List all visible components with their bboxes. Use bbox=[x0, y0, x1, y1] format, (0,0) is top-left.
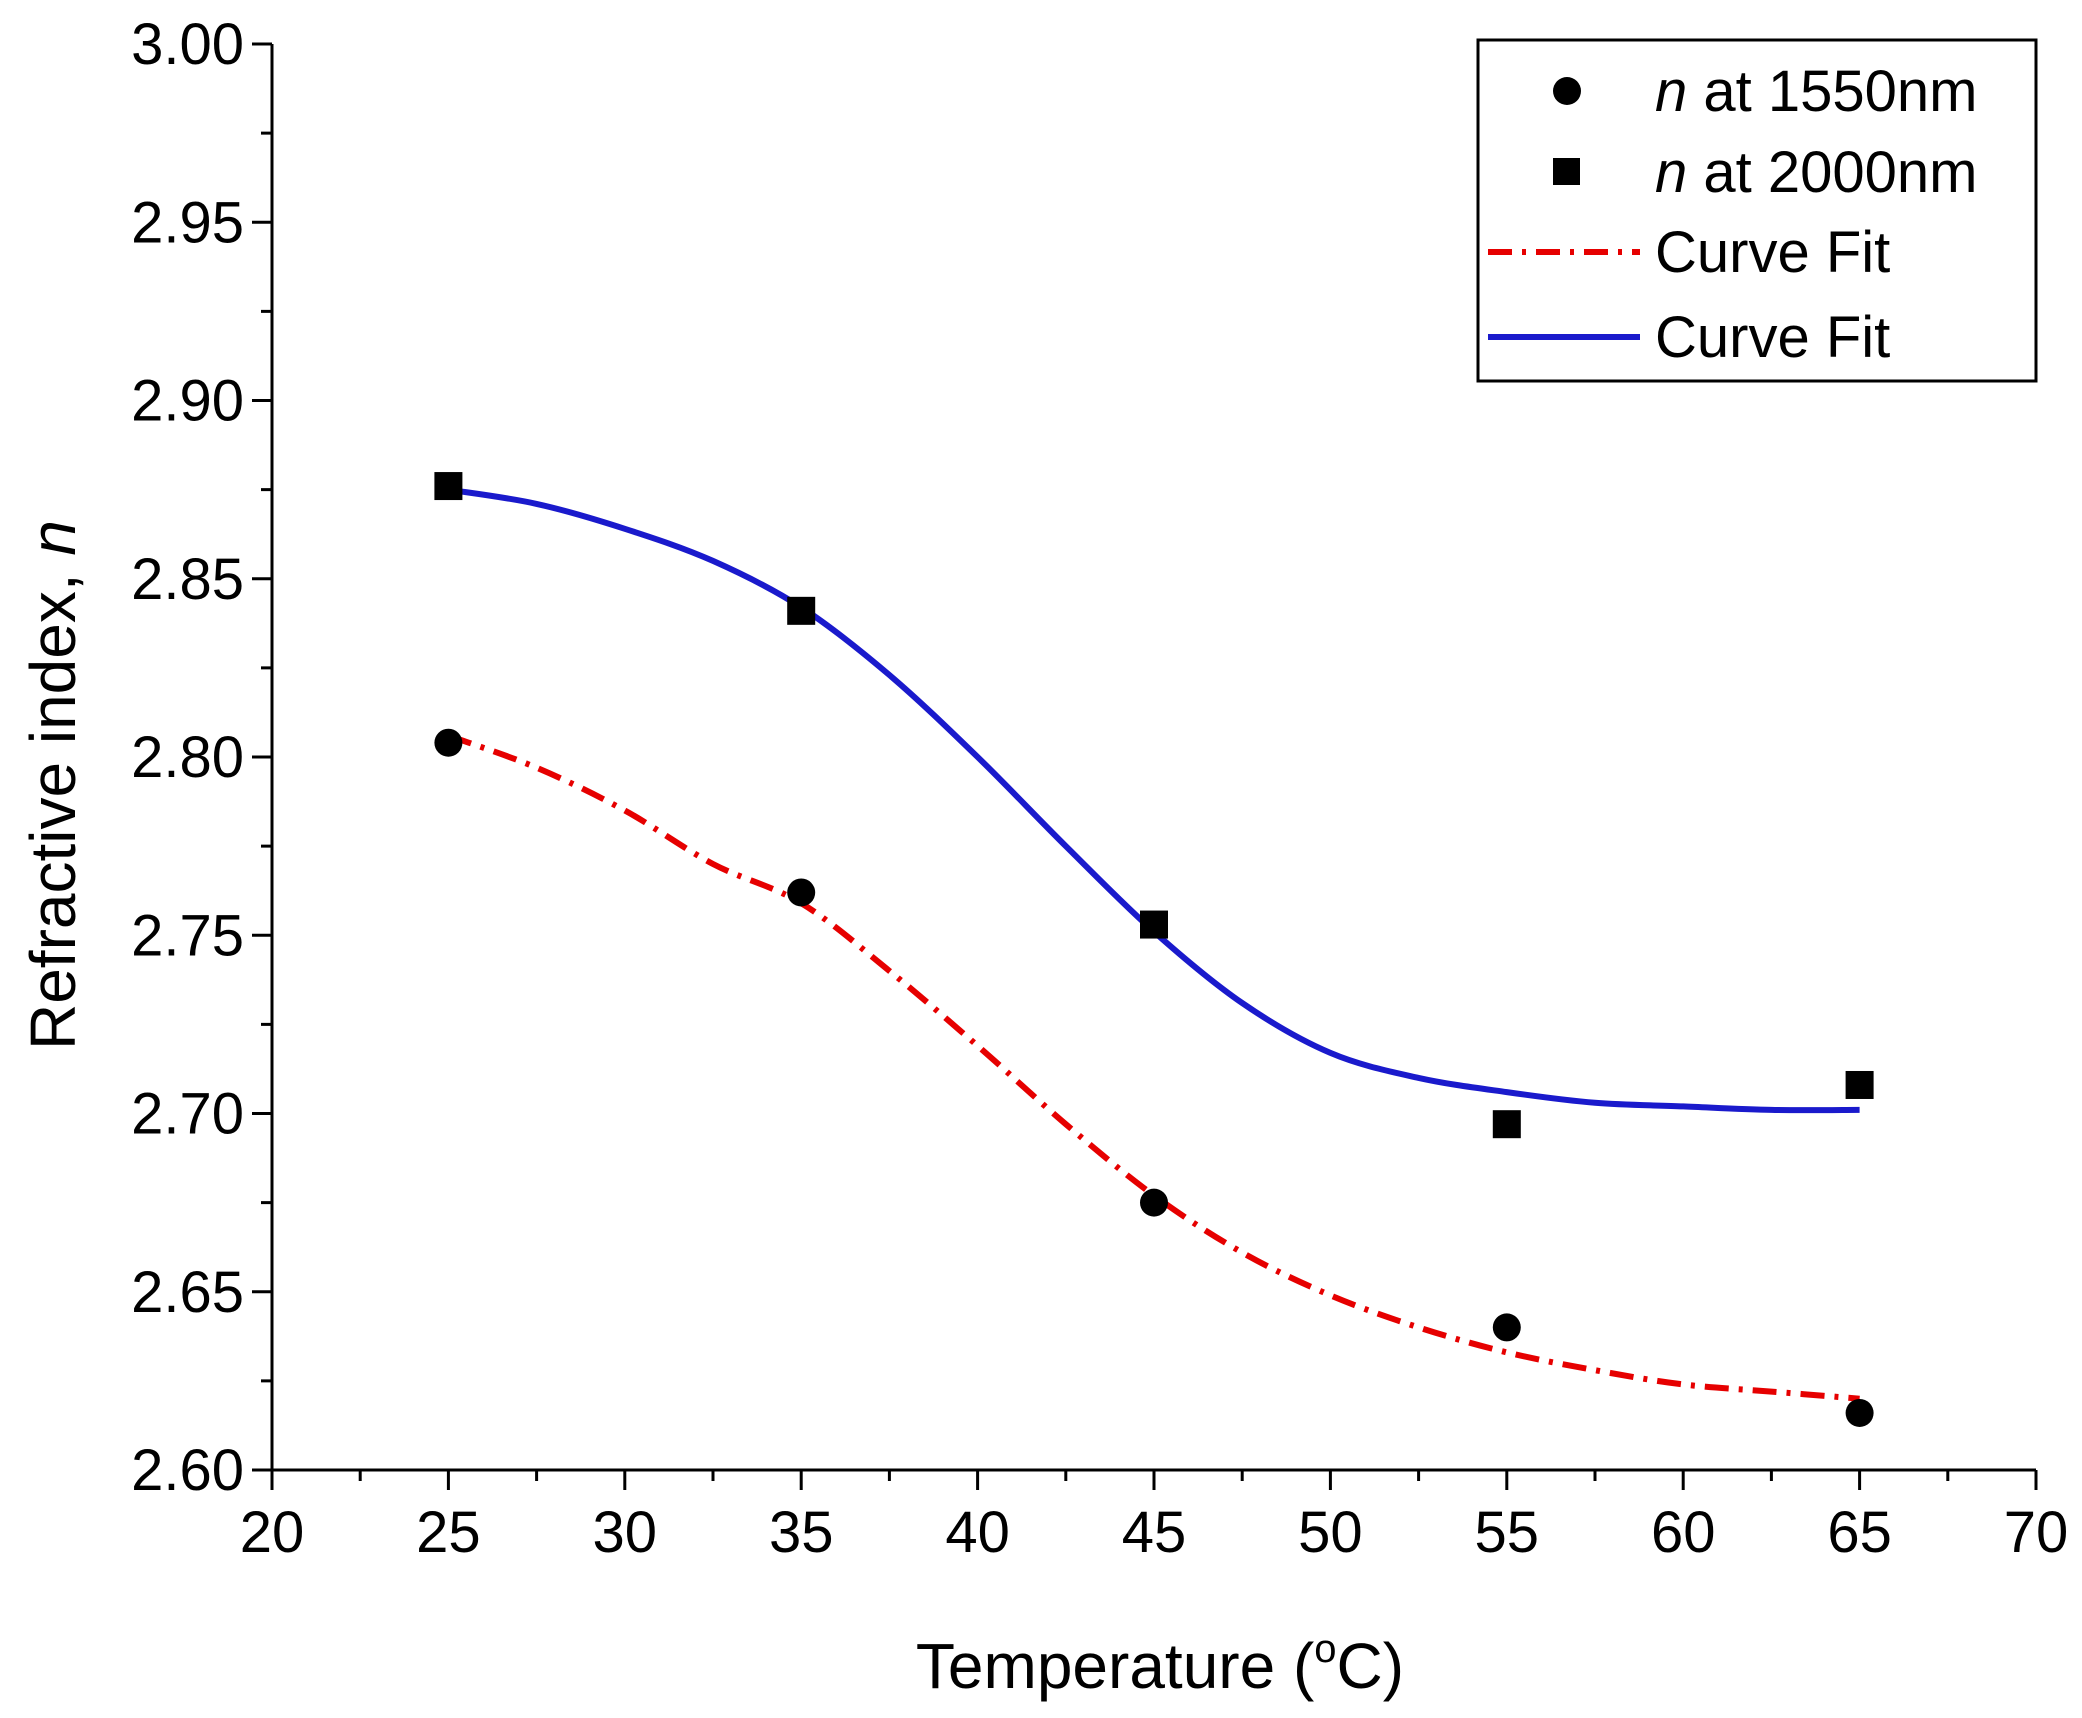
y-tick-label: 2.65 bbox=[131, 1260, 244, 1325]
point-2000nm bbox=[787, 596, 816, 625]
legend-label-1550nm: n at 1550nm bbox=[1655, 59, 1977, 124]
point-1550nm bbox=[787, 878, 816, 907]
x-tick-label: 35 bbox=[769, 1500, 834, 1565]
legend-square-marker bbox=[1553, 158, 1580, 185]
legend: n at 1550nm n at 2000nm Curve Fit Curve … bbox=[1476, 38, 2038, 383]
x-tick-label: 40 bbox=[945, 1500, 1010, 1565]
legend-label-2000nm: n at 2000nm bbox=[1655, 140, 1977, 205]
y-tick-label: 2.70 bbox=[131, 1082, 244, 1147]
point-1550nm bbox=[1140, 1188, 1168, 1217]
x-tick-label: 55 bbox=[1475, 1500, 1540, 1565]
fit-curve-1550nm bbox=[447, 732, 1860, 1402]
y-tick-label: 2.60 bbox=[131, 1438, 244, 1503]
y-tick-label: 2.80 bbox=[131, 725, 244, 790]
axes: 20 25 30 35 40 45 50 55 60 65 70 2.60 2.65 2.70 2.75 2.… bbox=[131, 12, 2068, 1565]
x-axis-title: Temperature (oC) bbox=[916, 1627, 1404, 1702]
x-tick-label: 20 bbox=[240, 1500, 305, 1565]
y-axis-title: Refractive index, n bbox=[17, 520, 89, 1050]
legend-item-fit-blue: Curve Fit bbox=[1488, 305, 1890, 370]
legend-item-1550nm: n at 1550nm bbox=[1553, 59, 1977, 124]
x-tick-label: 60 bbox=[1651, 1500, 1716, 1565]
legend-item-fit-red: Curve Fit bbox=[1488, 220, 1890, 285]
y-tick-label: 2.90 bbox=[131, 369, 244, 434]
x-tick-label: 45 bbox=[1122, 1500, 1187, 1565]
point-1550nm bbox=[1845, 1398, 1874, 1427]
x-tick-label: 65 bbox=[1827, 1500, 1892, 1565]
x-tick-label: 30 bbox=[593, 1500, 658, 1565]
data-points bbox=[434, 472, 1874, 1427]
y-tick-label: 2.75 bbox=[131, 903, 244, 968]
x-tick-label: 50 bbox=[1298, 1500, 1363, 1565]
point-2000nm bbox=[1845, 1070, 1874, 1099]
point-1550nm bbox=[434, 728, 463, 757]
y-tick-label: 2.85 bbox=[131, 547, 244, 612]
point-2000nm bbox=[434, 472, 463, 501]
y-tick-label: 2.95 bbox=[131, 190, 244, 255]
legend-circle-marker bbox=[1553, 77, 1581, 105]
point-2000nm bbox=[1492, 1110, 1521, 1139]
x-tick-label: 25 bbox=[416, 1500, 481, 1565]
y-tick-label: 3.00 bbox=[131, 12, 244, 77]
legend-item-2000nm: n at 2000nm bbox=[1553, 140, 1977, 205]
legend-label-fit-red: Curve Fit bbox=[1655, 220, 1890, 285]
point-2000nm bbox=[1140, 910, 1168, 939]
point-1550nm bbox=[1492, 1313, 1521, 1342]
x-tick-label: 70 bbox=[2004, 1500, 2069, 1565]
legend-label-fit-blue: Curve Fit bbox=[1655, 305, 1890, 370]
